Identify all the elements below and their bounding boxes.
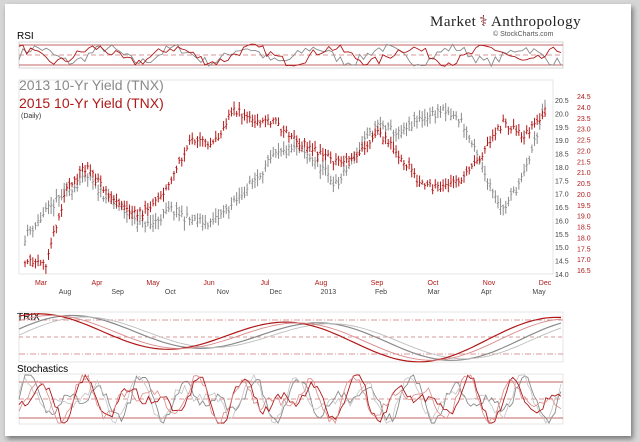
y-tick-2015: 16.5: [577, 268, 591, 275]
x-label-2015: May: [146, 280, 160, 287]
stoch-2013-d: [18, 374, 562, 424]
y-tick-2015: 21.5: [577, 159, 591, 166]
brand-right-text: Anthropology: [490, 14, 582, 30]
y-tick-2013: 17.0: [555, 192, 569, 199]
y-tick-2015: 20.0: [577, 192, 591, 199]
y-tick-2015: 18.5: [577, 225, 591, 232]
rsi-panel-label: RSI: [17, 31, 34, 42]
x-label-2015: Jun: [203, 280, 214, 287]
y-tick-2013: 19.5: [555, 125, 569, 132]
x-label-2015: Jul: [261, 280, 270, 287]
x-label-2013: Oct: [165, 289, 176, 296]
x-label-2015: Mar: [35, 280, 48, 287]
title-2015: 2015 10-Yr Yield (TNX): [19, 95, 164, 111]
y-tick-2013: 16.0: [555, 218, 569, 225]
x-label-2013: May: [532, 289, 546, 296]
x-label-2013: Mar: [428, 289, 441, 296]
stoch-2015-k: [18, 373, 562, 424]
y-tick-2015: 17.0: [577, 257, 591, 264]
y-tick-2015: 17.5: [577, 246, 591, 253]
x-label-2015: Nov: [483, 280, 496, 287]
y-tick-2015: 18.0: [577, 235, 591, 242]
y-tick-2015: 19.5: [577, 203, 591, 210]
x-label-2013: Feb: [375, 289, 387, 296]
x-label-2013: Dec: [269, 289, 282, 296]
x-label-2013: Nov: [217, 289, 230, 296]
x-label-2015: Dec: [539, 280, 552, 287]
x-label-2015: Aug: [315, 280, 328, 287]
rsi-line-2015: [18, 43, 562, 67]
y-tick-2015: 23.0: [577, 127, 591, 134]
caduceus-icon: ⚕: [479, 14, 488, 30]
title-2013: 2013 10-Yr Yield (TNX): [19, 77, 164, 93]
x-label-2013: Apr: [481, 289, 493, 296]
y-tick-2015: 24.0: [577, 105, 591, 112]
y-tick-2013: 20.0: [555, 111, 569, 118]
y-tick-2013: 15.0: [555, 245, 569, 252]
y-tick-2013: 16.5: [555, 205, 569, 212]
y-tick-2015: 19.0: [577, 214, 591, 221]
stochastics-panel-label: Stochastics: [17, 364, 69, 375]
x-label-2013: Sep: [111, 289, 124, 296]
y-tick-2015: 21.0: [577, 170, 591, 177]
y-tick-2013: 18.0: [555, 165, 569, 172]
brand-logo: Market ⚕ Anthropology: [430, 12, 581, 31]
chart-canvas: 14.0 14.5 15.0 15.5 16.0 16.5 17.0 17.5 18.0 18.5…: [18, 41, 591, 425]
x-label-2015: Apr: [92, 280, 104, 287]
y-tick-2015: 22.0: [577, 148, 591, 155]
rsi-line-2013: [18, 43, 562, 68]
trix-2015-line: [18, 313, 562, 363]
y-tick-2015: 24.5: [577, 94, 591, 101]
brand-left-text: Market: [430, 14, 477, 30]
y-tick-2015: 22.5: [577, 138, 591, 145]
stoch-2013-k: [18, 374, 562, 424]
chart-frame: Market ⚕ Anthropology © StockCharts.com RS…: [5, 4, 631, 436]
chart-subtitle: (Daily): [21, 113, 42, 120]
y-tick-2013: 20.5: [555, 98, 569, 105]
trix-2015-signal: [18, 314, 562, 361]
x-label-2013: 2013: [321, 289, 337, 296]
y-tick-2013: 15.5: [555, 232, 569, 239]
y-tick-2013: 19.0: [555, 138, 569, 145]
y-tick-2013: 18.5: [555, 152, 569, 159]
y-tick-2015: 23.5: [577, 116, 591, 123]
trix-panel-label: TRIX: [17, 312, 40, 323]
price-panel-frame: [18, 79, 554, 275]
y-tick-2013: 14.0: [555, 272, 569, 279]
y-tick-2013: 14.5: [555, 259, 569, 266]
x-label-2015: Sep: [371, 280, 384, 287]
y-tick-2015: 20.5: [577, 181, 591, 188]
x-label-2015: Oct: [428, 280, 439, 287]
trix-2013-signal: [18, 316, 562, 360]
source-credit: © StockCharts.com: [493, 31, 554, 38]
y-tick-2013: 17.5: [555, 178, 569, 185]
stoch-2015-d: [18, 374, 562, 424]
x-label-2013: Aug: [59, 289, 72, 296]
